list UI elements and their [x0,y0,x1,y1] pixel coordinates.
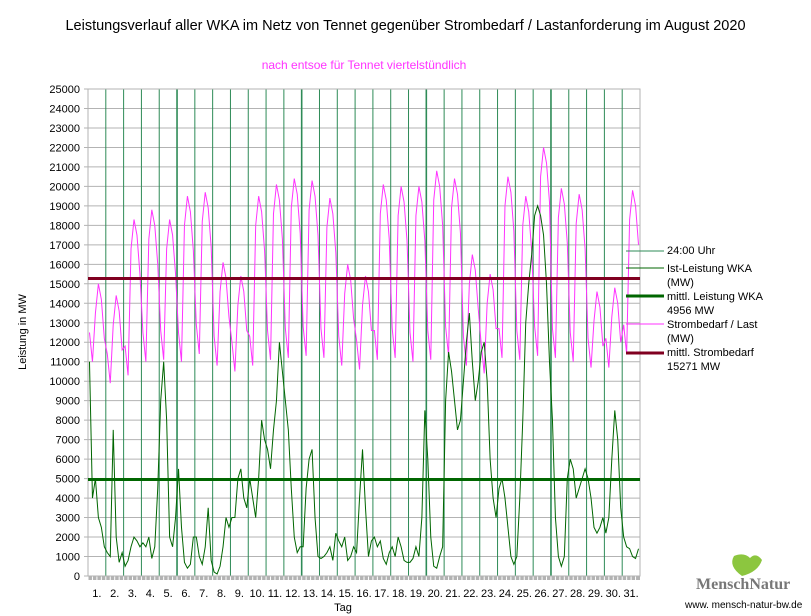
x-tick-label: 19. [410,588,425,600]
x-tick-label: 3. [128,588,137,600]
x-tick-label: 29. [588,588,603,600]
legend-wka-unit: (MW) [667,277,694,289]
y-tick-label: 0 [74,571,80,583]
y-tick-label: 24000 [49,103,80,115]
wka-line [88,204,639,575]
x-tick-label: 17. [374,588,389,600]
y-tick-label: 14000 [49,298,80,310]
x-tick-label: 8. [217,588,226,600]
legend-demand-mean-value: 15271 MW [667,361,721,373]
y-axis-label: Leistung in MW [17,293,29,369]
y-tick-label: 23000 [49,123,80,135]
legend-wka-mean-value: 4956 MW [667,305,715,317]
y-tick-label: 9000 [56,396,80,408]
x-tick-label: 23. [481,588,496,600]
y-tick-label: 19000 [49,201,80,213]
x-tick-label: 10. [250,588,265,600]
legend-demand: Strombedarf / Last [667,319,758,331]
x-tick-label: 28. [570,588,585,600]
x-tick-label: 16. [356,588,371,600]
y-tick-label: 17000 [49,240,80,252]
x-tick-label: 24. [499,588,514,600]
x-tick-label: 9. [235,588,244,600]
legend-24h: 24:00 Uhr [667,245,716,257]
x-tick-label: 6. [181,588,190,600]
legend-wka: Ist-Leistung WKA [667,263,752,275]
y-tick-label: 3000 [56,513,80,525]
x-tick-label: 5. [164,588,173,600]
y-tick-label: 15000 [49,279,80,291]
legend-wka-mean: mittl. Leistung WKA [667,291,763,303]
y-tick-label: 12000 [49,337,80,349]
x-tick-label: 13. [303,588,318,600]
y-tick-label: 21000 [49,162,80,174]
y-tick-label: 25000 [49,84,80,96]
y-tick-label: 2000 [56,532,80,544]
x-axis-label: Tag [334,602,352,614]
legend-demand-unit: (MW) [667,333,694,345]
y-tick-label: 16000 [49,259,80,271]
y-tick-label: 11000 [50,357,80,369]
x-tick-label: 2. [110,588,119,600]
x-tick-label: 21. [445,588,460,600]
y-tick-label: 7000 [56,435,80,447]
y-tick-label: 10000 [49,376,80,388]
y-tick-label: 22000 [49,142,80,154]
chart-title: Leistungsverlauf aller WKA im Netz von T… [65,18,746,34]
x-tick-label: 15. [339,588,354,600]
x-tick-label: 27. [552,588,567,600]
y-tick-label: 4000 [56,493,80,505]
x-tick-label: 4. [146,588,155,600]
x-tick-label: 22. [463,588,478,600]
x-tick-label: 11. [268,588,282,600]
chart-subtitle: nach entsoe für Tennet viertelstündlich [261,58,467,72]
x-tick-label: 31. [623,588,638,600]
x-tick-label: 26. [534,588,549,600]
x-tick-label: 30. [606,588,621,600]
plot-frame [87,88,641,577]
y-tick-label: 18000 [49,220,80,232]
y-tick-label: 1000 [56,552,80,564]
x-tick-label: 12. [285,588,300,600]
x-tick-label: 20. [428,588,443,600]
x-tick-label: 1. [92,588,101,600]
x-tick-label: 7. [199,588,208,600]
demand-line [88,147,640,384]
x-tick-label: 14. [321,588,336,600]
y-tick-label: 5000 [56,474,80,486]
y-tick-label: 20000 [49,181,80,193]
y-tick-label: 6000 [56,454,80,466]
website-url: www. mensch-natur-bw.de [685,600,803,611]
x-tick-label: 18. [392,588,407,600]
logo: MenschNatur [696,576,791,593]
y-tick-label: 8000 [56,415,80,427]
x-tick-label: 25. [517,588,532,600]
legend-demand-mean: mittl. Strombedarf [667,347,754,359]
y-tick-label: 13000 [49,318,80,330]
